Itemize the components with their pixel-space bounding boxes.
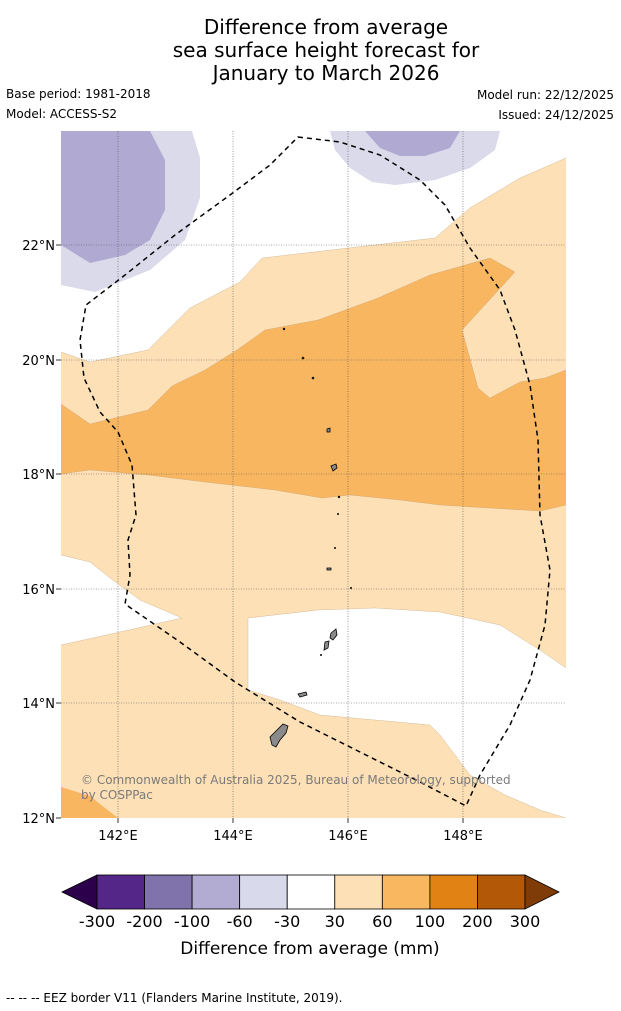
model-run-label: Model run: 22/12/2025: [476, 88, 614, 102]
colorbar: -300 -200 -100 -60 -30 30 60 100 200 300 Differen…: [61, 874, 560, 959]
copyright-line-1: © Commonwealth of Australia 2025, Bureau…: [81, 773, 511, 787]
colorbar-cell: [239, 874, 288, 910]
anomaly-neg-30-60-north: [330, 131, 500, 185]
lon-tick-146: 146°E: [328, 829, 368, 844]
lon-tick-142: 142°E: [98, 829, 138, 844]
lon-tick-144: 144°E: [213, 829, 253, 844]
islet-8: [319, 654, 322, 657]
anomaly-zero-central: [248, 608, 566, 818]
title-line-3: January to March 2026: [212, 61, 440, 85]
islet-3: [311, 376, 315, 380]
islet-4: [337, 495, 341, 499]
lat-tick-12: 12°N: [22, 812, 55, 827]
colorbar-label: 300: [510, 912, 541, 931]
title-line-2: sea surface height forecast for: [172, 38, 480, 62]
issued-label: Issued: 24/12/2025: [498, 108, 614, 122]
colorbar-extend-low: [61, 874, 98, 910]
anomaly-neg-60-100-west: [61, 131, 165, 263]
islet-2: [301, 356, 305, 360]
contour-lines: [61, 157, 566, 818]
islet-1: [282, 327, 286, 331]
colorbar-cell: [144, 874, 193, 910]
colorbar-label: -60: [227, 912, 253, 931]
colorbar-label: 200: [462, 912, 493, 931]
lat-axis: 12°N 14°N 16°N 18°N 20°N 22°N: [22, 239, 61, 827]
eez-footnote: -- -- -- EEZ border V11 (Flanders Marine…: [6, 991, 343, 1005]
copyright-line-2: by COSPPac: [81, 788, 153, 802]
colorbar-label: 60: [372, 912, 392, 931]
lat-tick-16: 16°N: [22, 583, 55, 598]
lon-tick-148: 148°E: [443, 829, 483, 844]
anomaly-pos-60-100-corner: [61, 787, 118, 818]
saipan-island: [329, 628, 338, 641]
colorbar-label: 100: [415, 912, 446, 931]
colorbar-extend-high: [524, 874, 560, 910]
pagan-island: [330, 463, 338, 472]
colorbar-title: Difference from average (mm): [180, 939, 439, 959]
islet-6: [333, 547, 336, 550]
colorbar-cell: [334, 874, 383, 910]
colorbar-cell: [429, 874, 478, 910]
islet-7: [349, 587, 352, 590]
title-line-1: Difference from average: [203, 15, 449, 39]
model-label: Model: ACCESS-S2: [6, 107, 118, 121]
lat-tick-14: 14°N: [22, 697, 55, 712]
colorbar-label: -30: [274, 912, 300, 931]
guam-island: [269, 723, 289, 748]
colorbar-cell: [191, 874, 241, 910]
colorbar-label: 30: [325, 912, 345, 931]
lat-tick-20: 20°N: [22, 354, 55, 369]
colorbar-label: -300: [79, 912, 115, 931]
map-title: Difference from average sea surface heig…: [0, 16, 621, 85]
graticule: [61, 131, 566, 818]
anomaly-neg-60-100-north: [365, 131, 460, 156]
colorbar-label: -100: [174, 912, 210, 931]
colorbar-cell: [381, 874, 431, 910]
agrihan-island: [326, 427, 331, 433]
islet-5: [336, 513, 339, 516]
base-period-label: Base period: 1981-2018: [6, 87, 151, 101]
lat-tick-18: 18°N: [22, 468, 55, 483]
rota-island: [297, 691, 308, 698]
eez-border: [79, 136, 551, 808]
lon-axis: 142°E 144°E 146°E 148°E: [98, 818, 483, 844]
colorbar-label: -200: [126, 912, 162, 931]
anomaly-pos-60-100-band: [61, 258, 566, 511]
anatahan-island: [326, 567, 332, 571]
lat-tick-22: 22°N: [22, 239, 55, 254]
mariana-islands: [269, 327, 352, 748]
map-plot-area: © Commonwealth of Australia 2025, Bureau…: [61, 131, 566, 818]
colorbar-cell: [286, 874, 336, 910]
colorbar-cell: [96, 874, 145, 910]
colorbar-cell: [477, 874, 526, 910]
tinian-island: [323, 640, 330, 651]
